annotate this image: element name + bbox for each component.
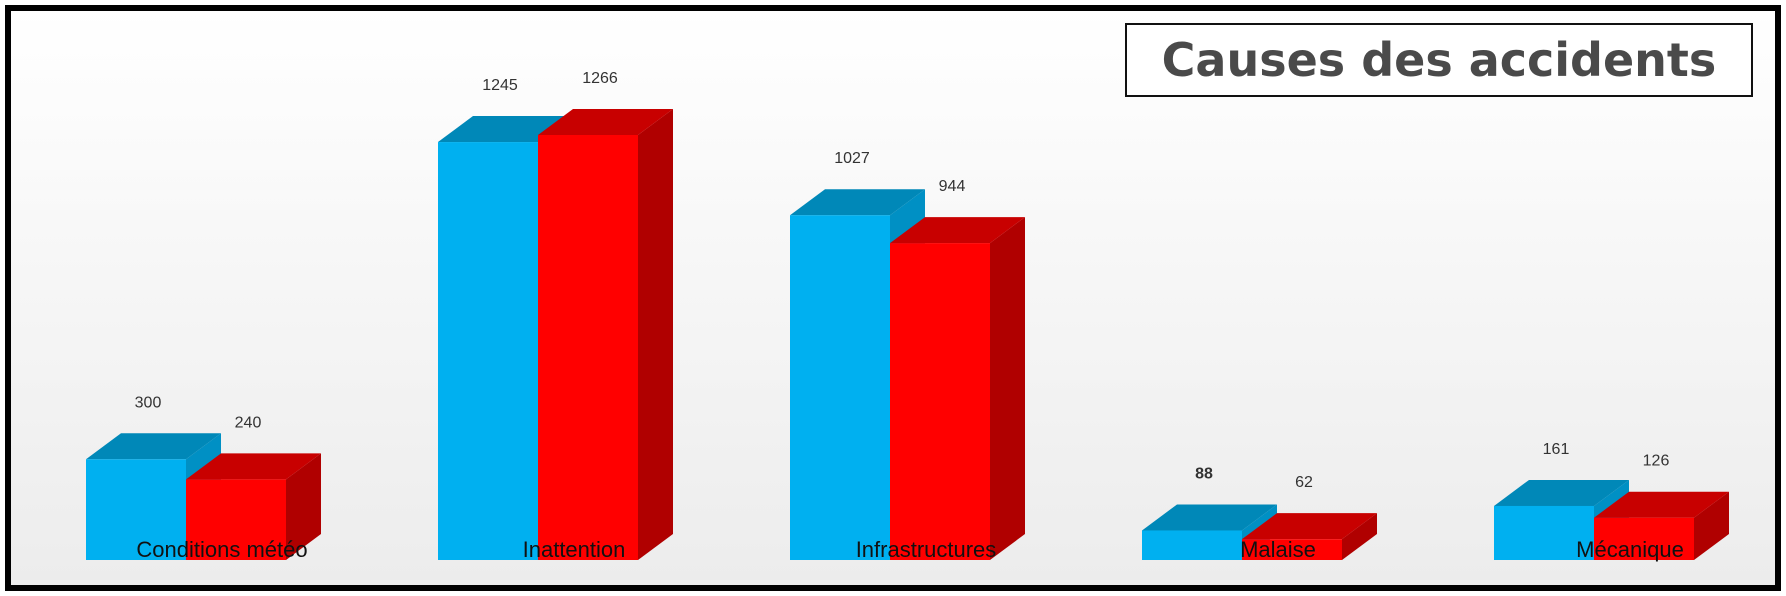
value-label: 1266	[582, 70, 618, 87]
bar-series-2-4	[1594, 491, 1729, 560]
bar-side	[638, 109, 673, 560]
bars-layer	[86, 109, 1729, 561]
chart-title: Causes des accidents	[1162, 33, 1717, 87]
value-label: 88	[1195, 465, 1213, 482]
bar-series-1-3	[1142, 504, 1277, 560]
category-label: Mécanique	[1576, 537, 1684, 562]
bar-front	[890, 243, 990, 560]
bar-series-2-1	[538, 109, 673, 560]
value-label: 1245	[482, 77, 518, 94]
bar-top	[1494, 479, 1629, 506]
bar-series-2-3	[1242, 513, 1377, 560]
bar-front	[86, 459, 186, 560]
bar-top	[1594, 491, 1729, 518]
bar-side	[1694, 491, 1729, 560]
bar-front	[1242, 539, 1342, 560]
category-label: Conditions météo	[136, 537, 307, 562]
value-label: 126	[1643, 453, 1670, 470]
chart-title-frame	[1125, 23, 1753, 97]
category-label: Infrastructures	[856, 537, 997, 562]
bar-side	[990, 217, 1025, 560]
category-label: Inattention	[523, 537, 626, 562]
value-label: 161	[1543, 441, 1570, 458]
bar-top	[1242, 513, 1377, 540]
value-label: 1027	[834, 150, 870, 167]
bar-top	[1142, 504, 1277, 531]
chart-title-box: Causes des accidents	[1125, 23, 1753, 97]
bar-side	[286, 453, 321, 560]
bar-top	[890, 217, 1025, 244]
category-label: Malaise	[1240, 537, 1316, 562]
bar-front	[1594, 517, 1694, 560]
value-label: 300	[135, 394, 162, 411]
bar-top	[86, 433, 221, 460]
bar-top	[538, 109, 673, 135]
bar-front	[790, 215, 890, 560]
value-label: 240	[235, 414, 262, 431]
bar-series-2-2	[890, 217, 1025, 560]
bar-side	[1342, 513, 1377, 560]
bar-front	[1142, 530, 1242, 560]
bar-top	[186, 453, 321, 480]
bar-front	[438, 142, 538, 561]
bar-series-2-0	[186, 453, 321, 560]
bar-front	[538, 135, 638, 560]
labels-layer: 300 240 Conditions météo 1245 1266 Inattentio…	[135, 70, 1684, 562]
value-label: 944	[939, 178, 966, 195]
bar-front	[1494, 505, 1594, 560]
bar-top	[790, 189, 925, 216]
bar-front	[186, 479, 286, 560]
value-label: 62	[1295, 474, 1313, 491]
